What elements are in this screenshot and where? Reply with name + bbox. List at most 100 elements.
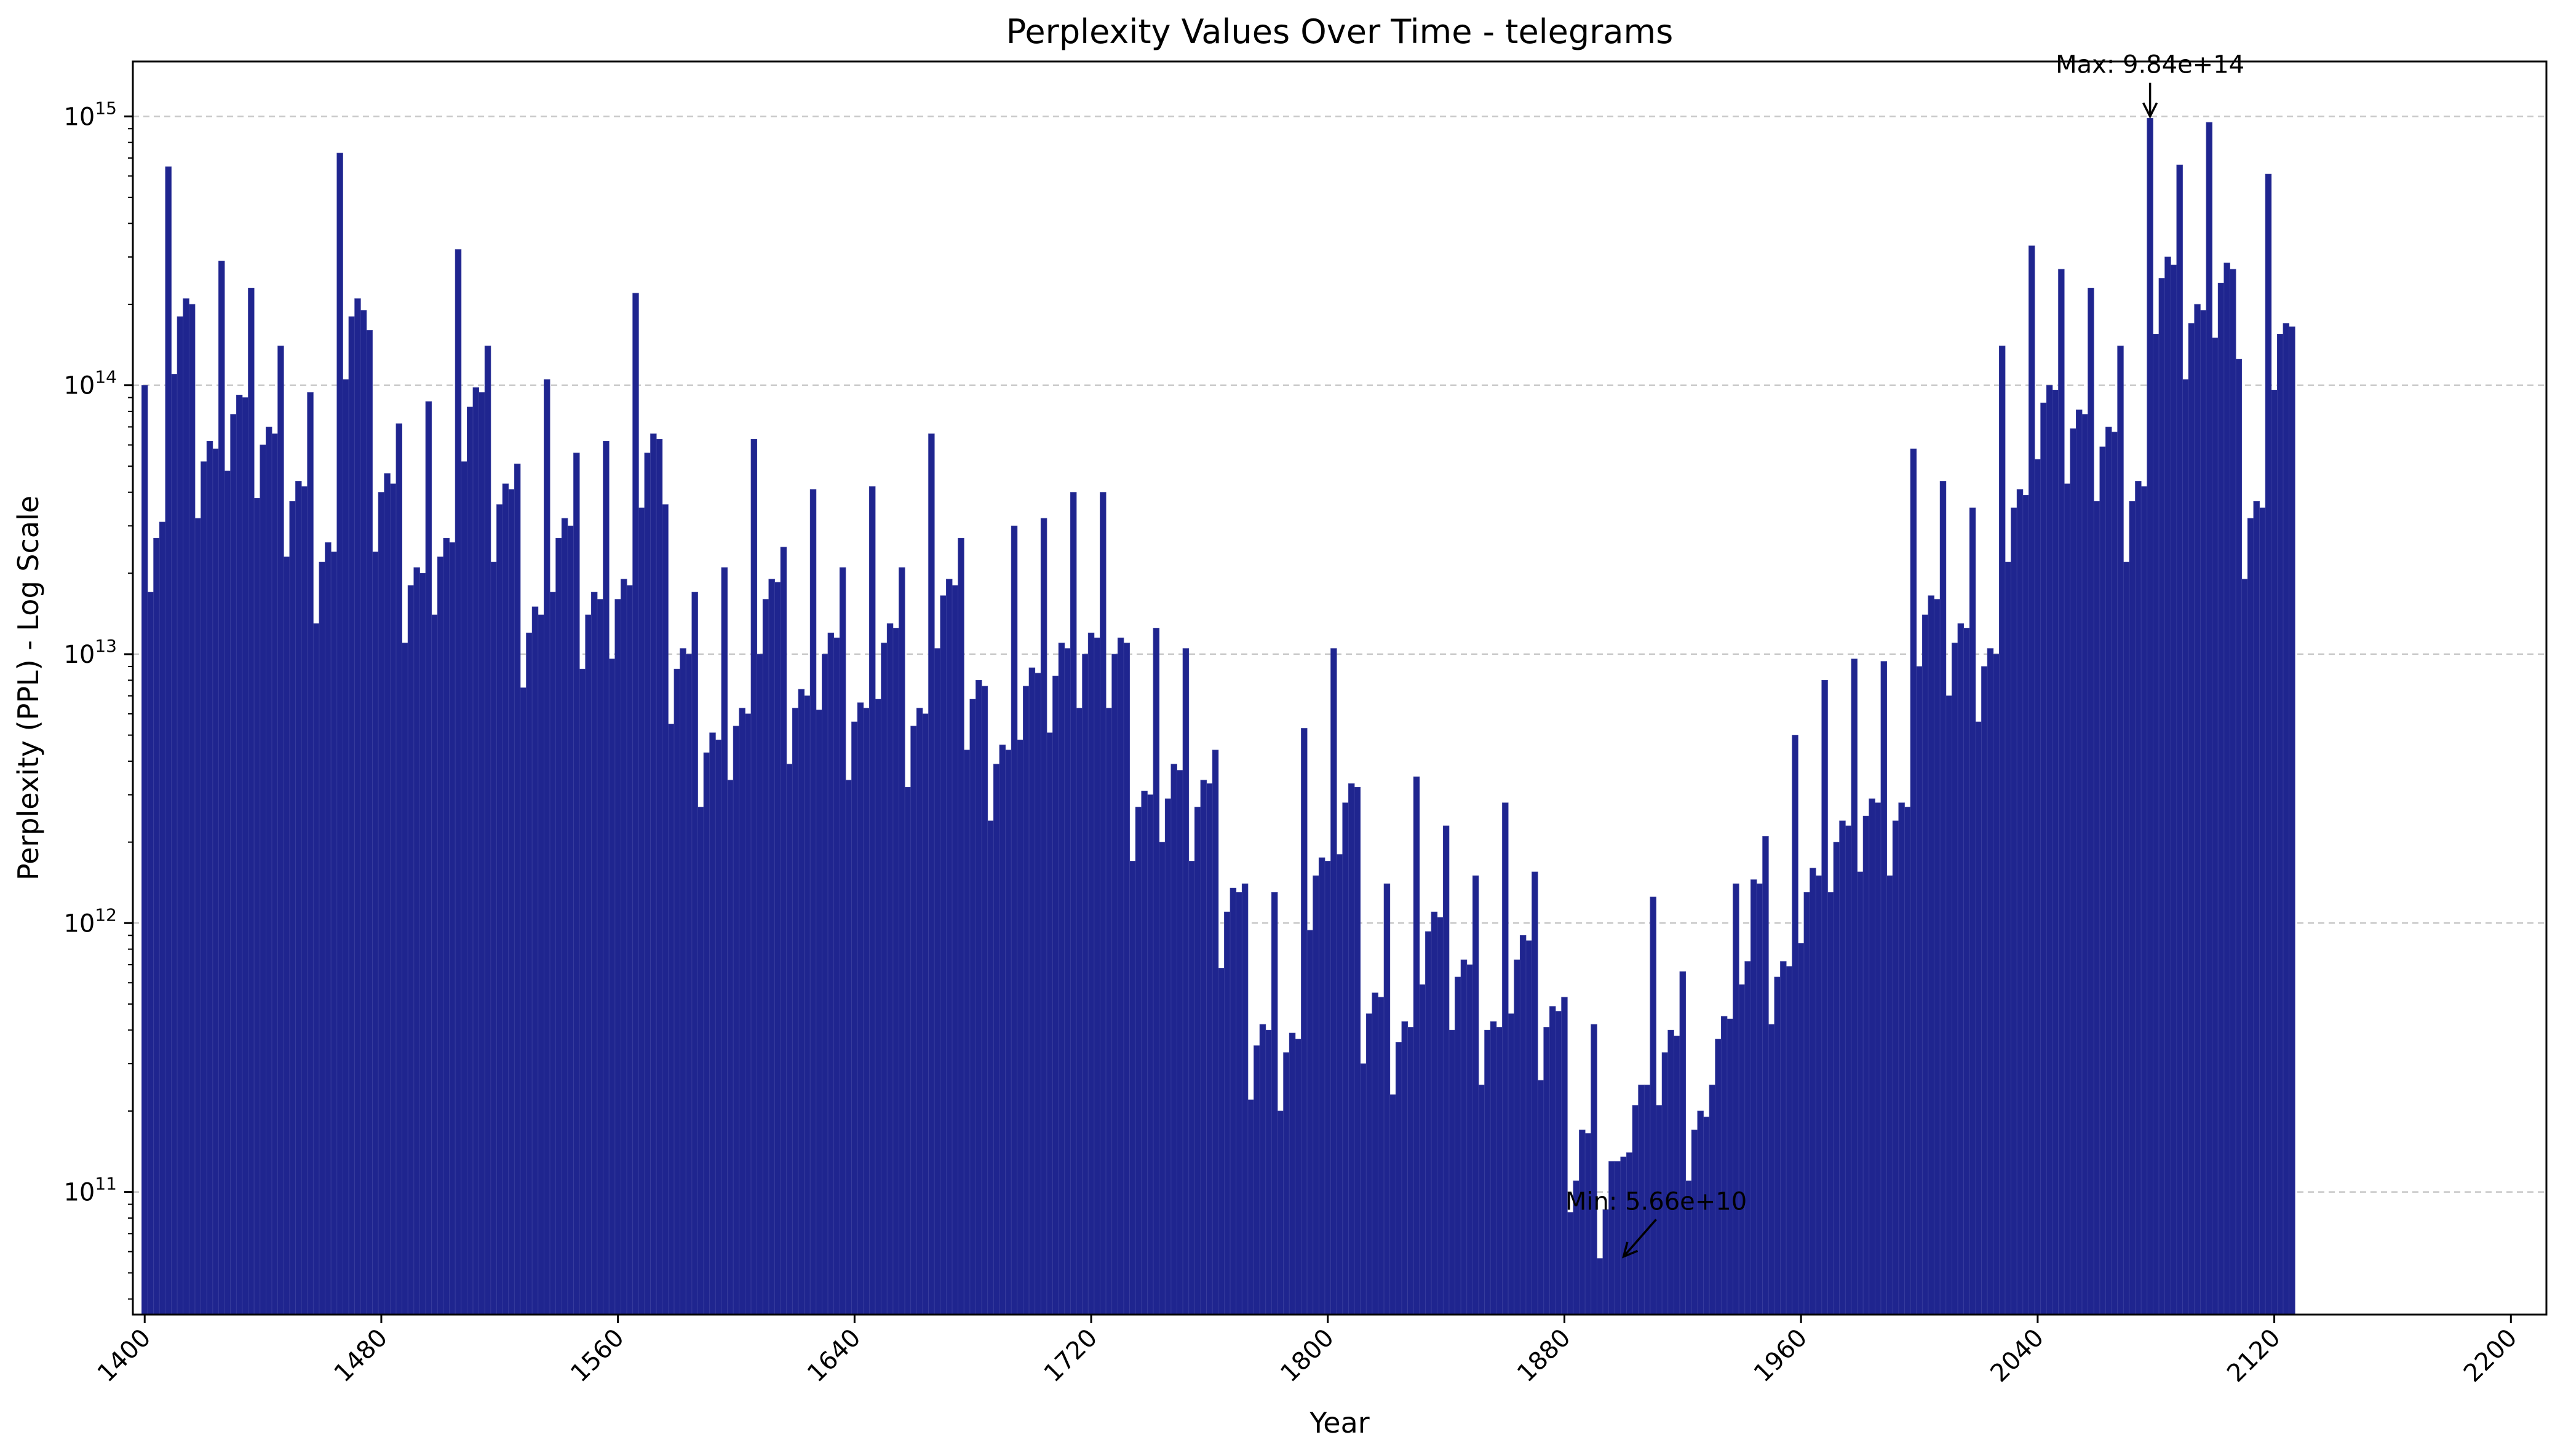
bar <box>780 547 787 1315</box>
bar <box>674 668 681 1315</box>
y-tick-label: 1012 <box>63 904 117 938</box>
bar <box>1857 871 1864 1315</box>
bar <box>1087 632 1095 1315</box>
bar <box>1354 786 1361 1315</box>
bar <box>2176 164 2183 1315</box>
bar <box>1241 883 1249 1315</box>
bar <box>1910 448 1917 1315</box>
bar <box>1389 1094 1396 1315</box>
bar <box>183 298 189 1315</box>
bar <box>875 698 882 1315</box>
bar <box>1425 931 1432 1315</box>
bar <box>271 433 279 1315</box>
bar <box>1455 976 1461 1315</box>
bar <box>822 654 829 1315</box>
bar <box>2153 333 2160 1315</box>
bar <box>2140 486 2148 1315</box>
bar <box>188 304 196 1315</box>
bar <box>1478 1085 1485 1315</box>
plot-frame <box>132 60 2548 1316</box>
bar <box>2194 304 2201 1315</box>
bar <box>579 668 586 1315</box>
bar <box>1277 1110 1284 1315</box>
bar <box>253 497 261 1315</box>
bar <box>336 152 343 1315</box>
x-axis-label: Year <box>1309 1406 1369 1439</box>
bar <box>703 752 710 1315</box>
bar <box>354 298 361 1315</box>
bar <box>1395 1042 1402 1315</box>
bar <box>1756 883 1763 1315</box>
bar <box>1360 1063 1367 1315</box>
bar <box>1549 1006 1556 1315</box>
bar <box>715 739 722 1315</box>
bar <box>1313 875 1319 1315</box>
bar <box>218 260 225 1315</box>
bar <box>1448 1029 1455 1315</box>
bar <box>1254 1045 1260 1315</box>
bar <box>425 401 432 1315</box>
bar <box>1969 507 1976 1315</box>
bar <box>1898 802 1905 1315</box>
bar <box>1608 1161 1615 1315</box>
bar <box>2253 501 2260 1315</box>
bar <box>1768 1024 1775 1315</box>
bar <box>1525 940 1532 1315</box>
bar <box>567 525 574 1315</box>
bar <box>881 643 888 1315</box>
bar <box>2011 507 2017 1315</box>
bar <box>1064 648 1071 1315</box>
bar <box>614 599 621 1315</box>
bar <box>295 481 302 1315</box>
bar <box>224 470 231 1315</box>
bar <box>886 623 894 1315</box>
bar <box>934 648 941 1315</box>
bar <box>384 473 391 1315</box>
bar <box>1691 1130 1698 1315</box>
bar <box>1105 708 1113 1315</box>
bar <box>727 780 734 1315</box>
bar <box>236 395 243 1315</box>
bar <box>1141 790 1148 1315</box>
bar <box>1780 961 1787 1315</box>
bar <box>2217 282 2225 1315</box>
bar <box>845 780 852 1315</box>
bar <box>1543 1027 1550 1315</box>
bar <box>1532 871 1538 1315</box>
bar <box>2259 507 2266 1315</box>
bar <box>2111 432 2118 1315</box>
bar <box>650 433 657 1315</box>
bar <box>1797 943 1805 1315</box>
bar <box>750 438 758 1315</box>
bar <box>2075 410 2083 1315</box>
bar <box>804 695 811 1315</box>
bar <box>467 406 474 1315</box>
bar <box>892 628 899 1315</box>
bar <box>348 316 356 1315</box>
bar <box>1987 648 1994 1315</box>
bar <box>2158 278 2166 1315</box>
bar <box>2088 288 2094 1315</box>
bar <box>1035 673 1041 1315</box>
bar <box>2164 256 2171 1315</box>
bar <box>585 614 592 1315</box>
bar <box>1153 628 1160 1315</box>
bar <box>597 599 604 1315</box>
bar <box>1727 1018 1733 1315</box>
bar <box>1904 807 1911 1315</box>
bar <box>1874 802 1882 1315</box>
bar <box>2117 346 2124 1315</box>
bar <box>1886 875 1893 1315</box>
bar <box>668 724 675 1315</box>
bar <box>762 599 769 1315</box>
bar <box>490 561 497 1315</box>
bar <box>904 786 912 1315</box>
bar <box>1738 984 1746 1315</box>
bar <box>277 346 284 1315</box>
bar <box>993 764 1000 1315</box>
bar <box>2123 561 2130 1315</box>
bar <box>1372 992 1378 1315</box>
bar <box>1058 643 1065 1315</box>
bar <box>206 441 213 1315</box>
bar <box>171 374 178 1315</box>
